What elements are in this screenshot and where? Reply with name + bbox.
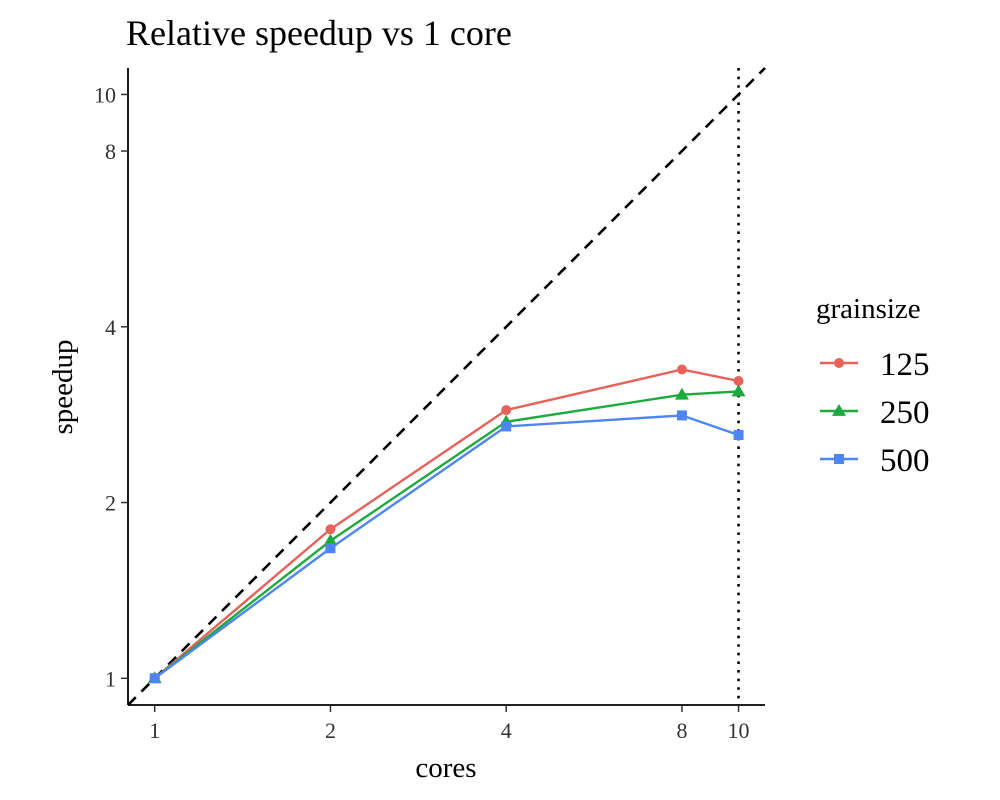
x-axis-title: cores (415, 752, 476, 784)
data-point-250-8 (674, 387, 689, 400)
series-line-125 (153, 368, 739, 680)
y-axis-title: speedup (47, 339, 79, 434)
series-250 (147, 384, 746, 684)
data-point-500-2 (325, 543, 336, 554)
y-tick-label: 4 (105, 315, 116, 340)
x-tick-label: 1 (149, 718, 160, 743)
plot-area (127, 67, 766, 706)
data-point-125-8 (676, 364, 687, 375)
legend-label: 500 (880, 443, 930, 479)
series-line-500 (154, 414, 739, 680)
data-point-500-8 (676, 410, 687, 421)
y-axis-ticks: 1 2 4 8 10 (94, 82, 128, 691)
legend-title: grainsize (816, 293, 921, 325)
series-500 (149, 410, 744, 684)
data-point-250-2 (323, 533, 338, 546)
x-tick-label: 2 (325, 718, 336, 743)
series-line-250 (153, 390, 739, 680)
data-point-500-10 (733, 430, 744, 441)
y-tick-label: 10 (94, 82, 116, 107)
legend-label: 125 (880, 347, 930, 383)
x-tick-label: 10 (728, 718, 750, 743)
legend-item-125: 125 (820, 347, 930, 383)
data-point-125-4 (501, 405, 512, 416)
legend-item-500: 500 (820, 443, 930, 479)
x-tick-label: 8 (676, 718, 687, 743)
legend-item-250: 250 (820, 395, 930, 431)
data-point-500-4 (501, 421, 512, 432)
chart-title: Relative speedup vs 1 core (126, 13, 512, 53)
x-axis-ticks: 1 2 4 8 10 (149, 705, 750, 743)
x-tick-label: 4 (501, 718, 512, 743)
legend-items: 125 250 500 (820, 347, 930, 479)
legend-key-marker (832, 404, 846, 416)
data-point-125-10 (733, 376, 744, 387)
y-tick-label: 1 (105, 666, 116, 691)
legend-key-marker (834, 454, 844, 464)
ideal-speedup-line (127, 67, 766, 706)
y-tick-label: 8 (105, 139, 116, 164)
legend-key-marker (834, 358, 844, 368)
y-tick-label: 2 (105, 491, 116, 516)
legend-label: 250 (880, 395, 930, 431)
series-125 (149, 364, 744, 684)
data-point-250-10 (731, 384, 746, 397)
legend: grainsize 125 250 500 (816, 293, 930, 479)
data-point-125-2 (325, 524, 336, 535)
data-point-500-1 (149, 673, 160, 684)
